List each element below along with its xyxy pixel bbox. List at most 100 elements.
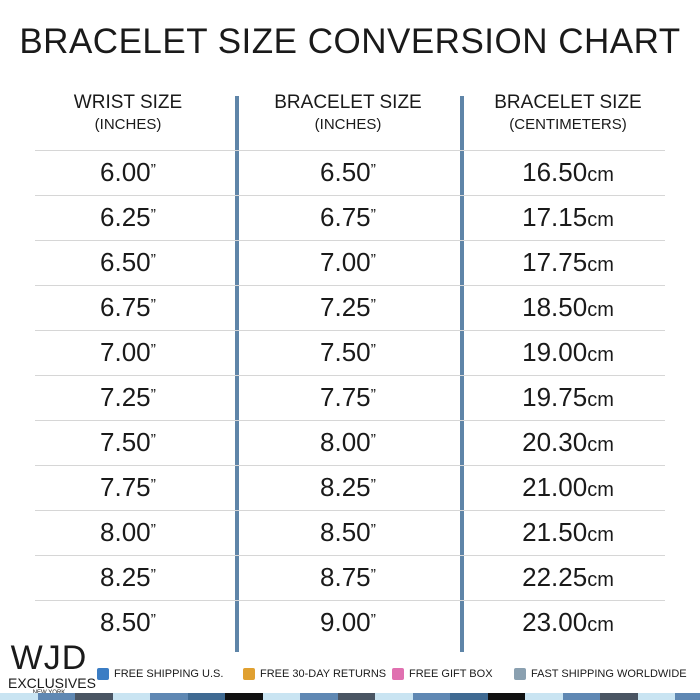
cm-unit: cm — [587, 254, 614, 276]
row-divider — [35, 330, 665, 331]
column-unit: (INCHES) — [94, 116, 162, 133]
row-divider — [35, 240, 665, 241]
logo-main: WJD — [10, 639, 88, 677]
stripe-segment — [225, 693, 263, 700]
column-header: BRACELET SIZE (INCHES) — [238, 92, 458, 133]
feature-item: FREE GIFT BOX — [392, 668, 493, 680]
stripe-segment — [412, 693, 451, 700]
inch-mark: ” — [150, 567, 156, 584]
footer: WJD EXCLUSIVES NEW YORK FREE SHIPPING U.… — [0, 640, 700, 696]
inch-mark: ” — [150, 477, 156, 494]
cell-value: 21.00 — [522, 472, 588, 502]
stripe-segment — [0, 693, 38, 700]
feature-label: FREE SHIPPING U.S. — [114, 668, 224, 680]
table-cell: 8.00” — [18, 510, 238, 555]
table-cell: 8.25” — [18, 555, 238, 600]
table-cell: 20.30cm — [458, 420, 678, 465]
cell-value: 17.75 — [522, 247, 588, 277]
stripe-segment — [487, 693, 526, 700]
cm-unit: cm — [587, 524, 614, 546]
inch-mark: ” — [150, 342, 156, 359]
stripe-segment — [262, 693, 301, 700]
cell-value: 8.50 — [100, 607, 151, 637]
feature-label: FREE GIFT BOX — [409, 668, 493, 680]
cell-value: 8.50 — [320, 517, 371, 547]
column-header: BRACELET SIZE (CENTIMETERS) — [458, 92, 678, 133]
row-divider — [35, 150, 665, 151]
inch-mark: ” — [150, 387, 156, 404]
feature-item: FAST SHIPPING WORLDWIDE — [514, 668, 687, 680]
inch-mark: ” — [370, 387, 376, 404]
cell-value: 7.75 — [320, 382, 371, 412]
table-cell: 7.00” — [18, 330, 238, 375]
inch-mark: ” — [150, 432, 156, 449]
stripe-segment — [337, 693, 376, 700]
stripe-segment — [450, 693, 488, 700]
page-title: BRACELET SIZE CONVERSION CHART — [19, 22, 681, 61]
inch-mark: ” — [150, 207, 156, 224]
cell-value: 8.00 — [320, 427, 371, 457]
cm-unit: cm — [587, 479, 614, 501]
inch-mark: ” — [370, 522, 376, 539]
table-cell: 19.00cm — [458, 330, 678, 375]
table-cell: 18.50cm — [458, 285, 678, 330]
row-divider — [35, 510, 665, 511]
cell-value: 7.50 — [100, 427, 151, 457]
table-cell: 7.50” — [18, 420, 238, 465]
cell-value: 6.25 — [100, 202, 151, 232]
cell-value: 7.00 — [100, 337, 151, 367]
inch-mark: ” — [370, 477, 376, 494]
inch-mark: ” — [150, 252, 156, 269]
cell-value: 23.00 — [522, 607, 588, 637]
stripe-segment — [562, 693, 601, 700]
logo-sub: EXCLUSIVES — [8, 675, 96, 691]
inch-mark: ” — [370, 432, 376, 449]
inch-mark: ” — [370, 297, 376, 314]
cell-value: 7.50 — [320, 337, 371, 367]
cm-unit: cm — [587, 164, 614, 186]
stripe-segment — [375, 693, 413, 700]
logo: WJD EXCLUSIVES NEW YORK — [8, 639, 96, 696]
heart-gift-icon — [392, 668, 404, 680]
inch-mark: ” — [150, 612, 156, 629]
stripe-segment — [637, 693, 676, 700]
table-cell: 17.15cm — [458, 195, 678, 240]
cell-value: 8.25 — [100, 562, 151, 592]
cell-value: 6.75 — [320, 202, 371, 232]
cm-unit: cm — [587, 434, 614, 456]
cell-value: 7.75 — [100, 472, 151, 502]
cell-value: 8.75 — [320, 562, 371, 592]
row-divider — [35, 285, 665, 286]
cell-value: 19.75 — [522, 382, 588, 412]
airplane-icon — [514, 668, 526, 680]
column-divider — [460, 96, 464, 652]
feature-item: FREE SHIPPING U.S. — [97, 668, 223, 680]
cell-value: 7.25 — [100, 382, 151, 412]
table-cell: 22.25cm — [458, 555, 678, 600]
cell-value: 21.50 — [522, 517, 588, 547]
shipping-box-icon — [97, 668, 109, 680]
column-divider — [235, 96, 239, 652]
table-cell: 7.00” — [238, 240, 458, 285]
inch-mark: ” — [370, 252, 376, 269]
cell-value: 19.00 — [522, 337, 588, 367]
inch-mark: ” — [370, 207, 376, 224]
column-unit: (CENTIMETERS) — [509, 116, 627, 133]
inch-mark: ” — [150, 522, 156, 539]
stripe-segment — [37, 693, 76, 700]
table-cell: 8.00” — [238, 420, 458, 465]
table-cell: 6.75” — [238, 195, 458, 240]
table-cell: 8.50” — [18, 600, 238, 645]
row-divider — [35, 600, 665, 601]
feature-label: FREE 30-DAY RETURNS — [260, 668, 387, 680]
stripe-segment — [112, 693, 151, 700]
cell-value: 18.50 — [522, 292, 588, 322]
cm-unit: cm — [587, 299, 614, 321]
table-cell: 8.75” — [238, 555, 458, 600]
cell-value: 17.15 — [522, 202, 588, 232]
cell-value: 6.75 — [100, 292, 151, 322]
inch-mark: ” — [370, 342, 376, 359]
table-cell: 6.25” — [18, 195, 238, 240]
table-cell: 9.00” — [238, 600, 458, 645]
inch-mark: ” — [370, 162, 376, 179]
